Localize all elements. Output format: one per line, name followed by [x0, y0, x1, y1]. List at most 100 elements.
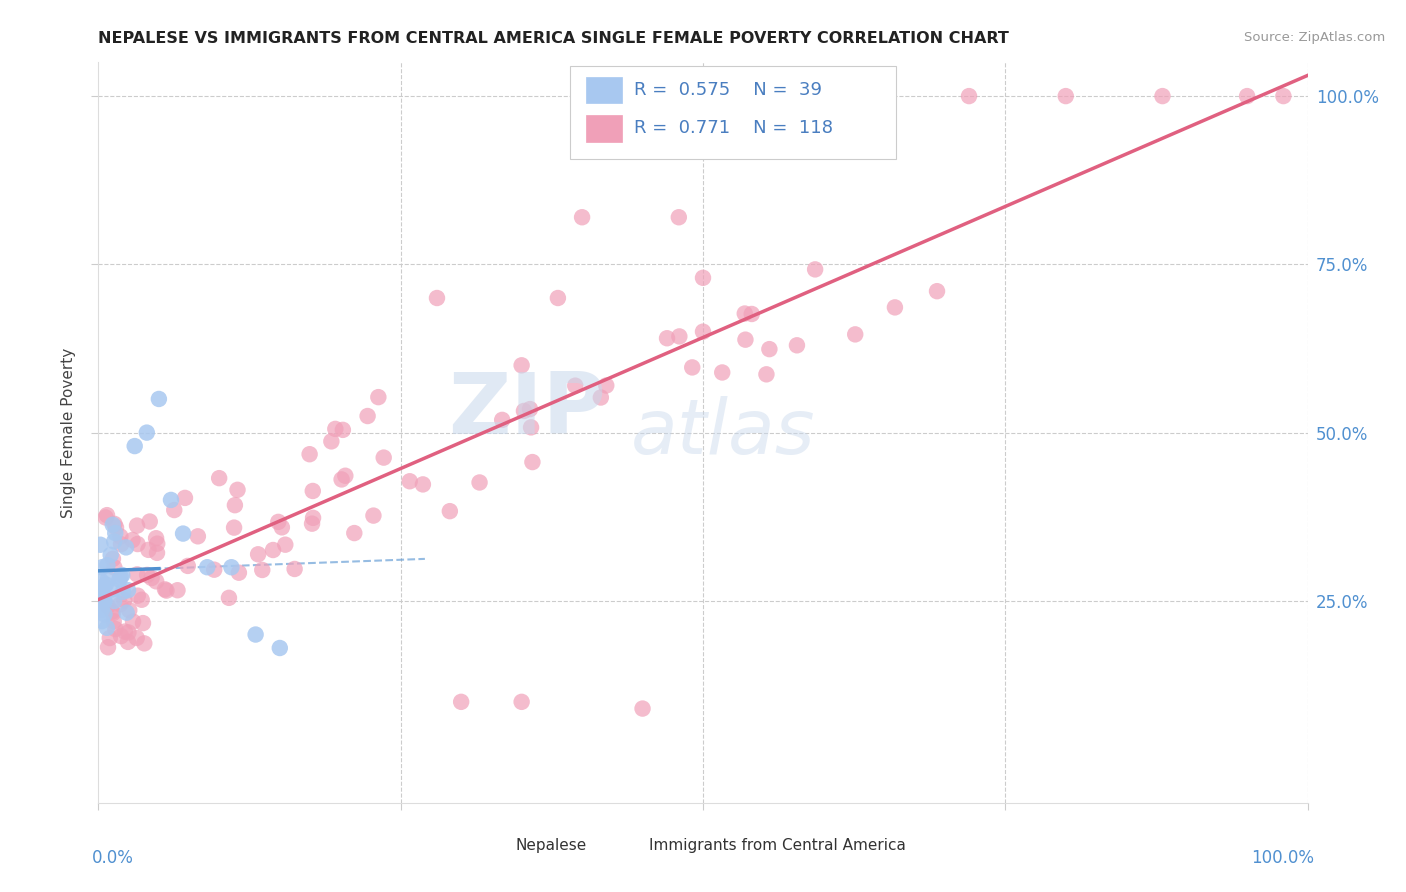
Point [758, 342, 780, 356]
FancyBboxPatch shape [569, 66, 897, 159]
Point [274, 538, 297, 552]
Point [117, 625, 139, 640]
Point [571, 211, 593, 225]
Point [101, 605, 124, 619]
Point [692, 325, 714, 339]
Point [804, 262, 827, 277]
Point [103, 560, 125, 574]
Point [595, 378, 617, 392]
Point [450, 695, 472, 709]
Point [692, 270, 714, 285]
Point [166, 583, 188, 598]
Point [174, 491, 197, 505]
Point [284, 562, 307, 576]
Bar [479, 838, 509, 855]
Point [114, 624, 136, 639]
Point [177, 558, 200, 573]
Point [101, 551, 124, 566]
Point [146, 546, 169, 560]
Point [513, 404, 536, 418]
Point [172, 526, 194, 541]
Point [148, 392, 170, 406]
Point [115, 541, 138, 555]
Point [91, 581, 114, 595]
Point [97, 640, 120, 655]
Point [96, 558, 118, 573]
Point [163, 503, 186, 517]
Point [187, 529, 209, 543]
Point [117, 583, 139, 598]
Point [153, 582, 176, 597]
Text: NEPALESE VS IMMIGRANTS FROM CENTRAL AMERICA SINGLE FEMALE POVERTY CORRELATION CH: NEPALESE VS IMMIGRANTS FROM CENTRAL AMER… [98, 31, 1010, 46]
Point [94, 510, 117, 524]
Text: 100.0%: 100.0% [1250, 848, 1313, 867]
Point [117, 635, 139, 649]
Point [104, 526, 127, 541]
Point [589, 391, 612, 405]
Point [252, 563, 274, 577]
Point [105, 520, 128, 534]
Point [734, 333, 756, 347]
Point [160, 492, 183, 507]
Point [103, 534, 125, 549]
Point [631, 701, 654, 715]
Point [115, 606, 138, 620]
Point [127, 589, 149, 603]
Text: Nepalese: Nepalese [516, 838, 586, 854]
Point [1152, 89, 1174, 103]
Point [330, 472, 353, 486]
Point [93, 594, 115, 608]
Point [883, 301, 905, 315]
Point [127, 567, 149, 582]
Point [145, 574, 167, 589]
Point [110, 570, 132, 584]
Point [332, 423, 354, 437]
Point [321, 434, 343, 449]
Point [711, 366, 734, 380]
Point [134, 636, 156, 650]
Point [323, 422, 346, 436]
Y-axis label: Single Female Poverty: Single Female Poverty [60, 348, 76, 517]
Point [118, 603, 141, 617]
Point [844, 327, 866, 342]
Point [100, 548, 122, 562]
Point [122, 615, 145, 629]
Point [101, 517, 124, 532]
Point [226, 483, 249, 497]
Point [202, 563, 225, 577]
Point [755, 368, 778, 382]
Point [89, 600, 111, 615]
Point [222, 521, 245, 535]
Point [135, 425, 157, 440]
Point [786, 338, 808, 352]
Point [131, 592, 153, 607]
Point [103, 516, 125, 531]
Point [301, 483, 323, 498]
Point [93, 607, 115, 622]
Point [356, 409, 378, 423]
Point [221, 560, 243, 574]
Point [439, 504, 461, 518]
Point [655, 331, 678, 345]
Point [136, 568, 159, 582]
Text: Source: ZipAtlas.com: Source: ZipAtlas.com [1244, 31, 1385, 45]
Point [110, 537, 132, 551]
Point [373, 450, 395, 465]
Point [111, 584, 134, 599]
Point [111, 568, 134, 582]
Point [510, 359, 533, 373]
Point [94, 577, 117, 591]
Point [262, 543, 284, 558]
Point [108, 573, 131, 587]
Point [367, 390, 389, 404]
Point [1272, 89, 1295, 103]
Point [97, 572, 120, 586]
Point [103, 614, 125, 628]
Point [121, 533, 143, 547]
Point [228, 566, 250, 580]
Point [510, 695, 533, 709]
Point [363, 508, 385, 523]
Bar [586, 115, 621, 142]
Point [668, 329, 690, 343]
Point [519, 402, 541, 417]
